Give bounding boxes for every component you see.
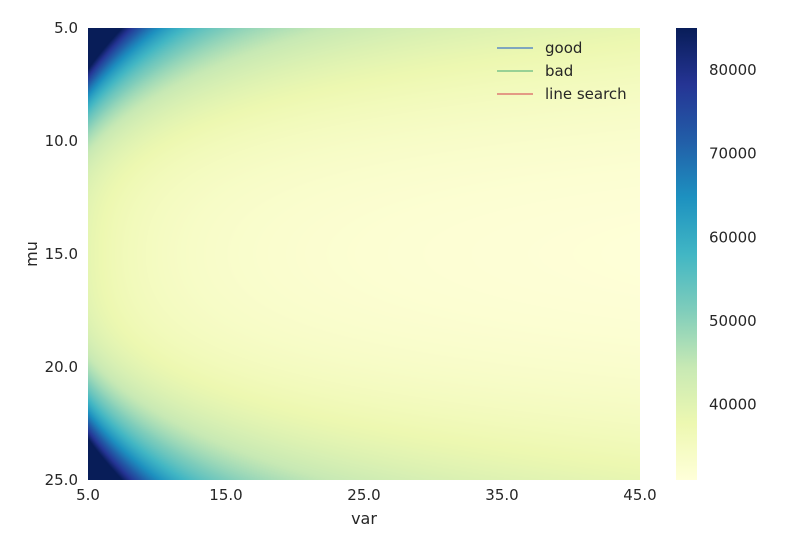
plot-area <box>88 28 640 480</box>
legend-entry-label: line search <box>545 85 627 103</box>
x-tick-label: 15.0 <box>209 486 242 504</box>
colorbar-ticks: 40000 50000 60000 70000 80000 <box>709 61 757 414</box>
x-ticks: 5.0 15.0 25.0 35.0 45.0 <box>76 486 657 504</box>
legend: good bad line search <box>497 39 627 103</box>
colorbar-tick-label: 80000 <box>709 61 757 79</box>
colorbar-tick-label: 70000 <box>709 145 757 163</box>
y-ticks: 5.0 10.0 15.0 20.0 25.0 <box>45 19 78 489</box>
x-tick-label: 35.0 <box>485 486 518 504</box>
colorbar-tick-label: 60000 <box>709 228 757 246</box>
y-tick-label: 10.0 <box>45 132 78 150</box>
legend-entry-label: good <box>545 39 582 57</box>
y-tick-label: 5.0 <box>54 19 78 37</box>
legend-entry-label: bad <box>545 62 573 80</box>
y-tick-label: 20.0 <box>45 358 78 376</box>
x-axis-label: var <box>351 509 377 528</box>
heatmap-canvas <box>88 28 640 480</box>
y-tick-label: 25.0 <box>45 471 78 489</box>
colorbar-tick-label: 50000 <box>709 312 757 330</box>
colorbar <box>676 28 697 480</box>
x-tick-label: 25.0 <box>347 486 380 504</box>
y-axis-label: mu <box>22 241 41 267</box>
x-tick-label: 5.0 <box>76 486 100 504</box>
colorbar-gradient <box>676 28 697 480</box>
colorbar-tick-label: 40000 <box>709 396 757 414</box>
y-tick-label: 15.0 <box>45 245 78 263</box>
x-tick-label: 45.0 <box>623 486 656 504</box>
